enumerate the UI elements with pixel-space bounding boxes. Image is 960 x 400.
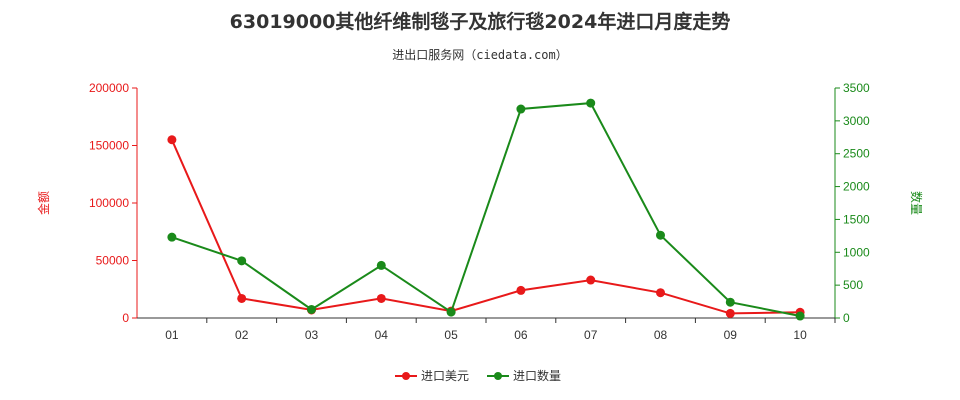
right-tick-label: 500 — [843, 278, 863, 292]
x-tick-label: 02 — [235, 328, 249, 342]
series-2-point — [586, 98, 596, 108]
series-line-2 — [171, 102, 801, 317]
legend-marker — [402, 372, 410, 380]
x-tick-label: 05 — [444, 328, 458, 342]
left-tick-label: 0 — [122, 311, 129, 325]
x-tick-label: 01 — [165, 328, 179, 342]
series-2-point — [167, 232, 177, 242]
left-tick-label: 100000 — [89, 196, 129, 210]
left-axis: 0 50000 100000 150000 200000 — [89, 81, 138, 325]
series-1-point — [586, 275, 596, 285]
left-tick-label: 200000 — [89, 81, 129, 95]
series-2-point — [656, 230, 665, 240]
chart-title: 63019000其他纤维制毯子及旅行毯2024年进口月度走势 — [230, 10, 731, 33]
series-1-point — [167, 135, 177, 145]
left-tick-label: 150000 — [89, 139, 129, 153]
x-tick-label: 10 — [793, 328, 807, 342]
legend-marker — [494, 372, 502, 380]
left-axis-label: 金额 — [36, 191, 51, 215]
series-2-point — [376, 260, 386, 270]
legend: 进口美元 进口数量 — [395, 368, 561, 383]
left-tick-label: 50000 — [96, 254, 130, 268]
legend-label: 进口数量 — [513, 368, 561, 383]
series-1-point — [725, 308, 735, 318]
series-1-point — [516, 285, 526, 295]
series-2-point — [307, 304, 316, 314]
right-tick-label: 1000 — [843, 245, 870, 259]
series-2-point — [725, 297, 735, 307]
series-2-point — [516, 104, 526, 114]
series-2-point — [795, 311, 805, 321]
x-tick-label: 06 — [514, 328, 528, 342]
series-2-point — [446, 307, 456, 317]
right-axis-label: 数量 — [909, 191, 924, 215]
x-axis: 01 02 03 04 05 06 07 08 09 10 — [137, 317, 836, 342]
x-tick-label: 07 — [584, 328, 598, 342]
x-tick-label: 09 — [724, 328, 738, 342]
series-1-point — [237, 293, 247, 303]
right-axis: 0 500 1000 1500 2000 2500 3000 3500 — [834, 81, 870, 325]
x-tick-label: 08 — [654, 328, 668, 342]
right-tick-label: 3000 — [843, 114, 870, 128]
series-line-1 — [170, 139, 801, 315]
right-tick-label: 0 — [843, 311, 850, 325]
series-2-point — [237, 256, 247, 266]
right-tick-label: 2500 — [843, 147, 870, 161]
x-tick-label: 03 — [305, 328, 319, 342]
legend-label: 进口美元 — [421, 369, 469, 383]
series-1-point — [376, 293, 386, 303]
series-layer — [167, 98, 805, 321]
chart-subtitle: 进出口服务网（ciedata.com） — [392, 47, 567, 62]
right-tick-label: 2000 — [843, 180, 870, 194]
x-tick-label: 04 — [375, 328, 389, 342]
right-tick-label: 1500 — [843, 212, 870, 226]
series-1-point — [656, 288, 665, 298]
right-tick-label: 3500 — [843, 81, 870, 95]
